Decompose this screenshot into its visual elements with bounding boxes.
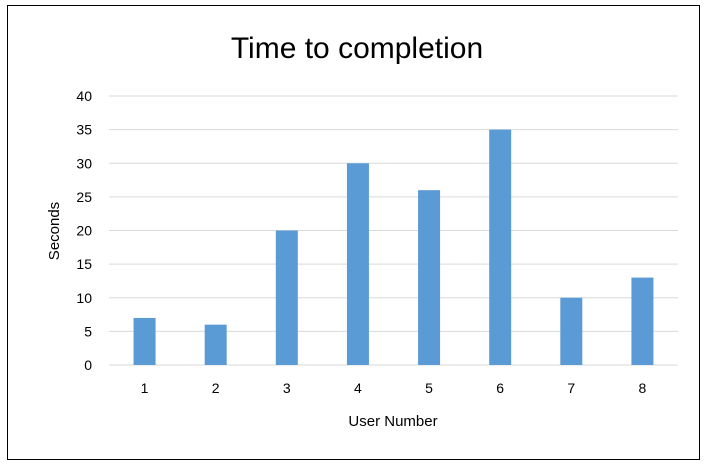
bar-user-6	[489, 129, 512, 365]
bar-user-4	[346, 163, 369, 365]
y-tick-label: 35	[76, 122, 92, 138]
bars	[133, 129, 654, 365]
bar-user-1	[133, 317, 156, 365]
x-tick-label: 5	[425, 380, 433, 396]
chart-title: Time to completion	[231, 32, 483, 65]
y-tick-label: 25	[76, 189, 92, 205]
bar-user-2	[204, 324, 227, 365]
x-tick-label: 2	[212, 380, 220, 396]
x-tick-label: 1	[141, 380, 149, 396]
x-tick-label: 4	[354, 380, 362, 396]
y-tick-label: 5	[84, 323, 92, 339]
x-tick-labels: 1 2 3 4 5 6 7 8	[141, 380, 647, 396]
bar-user-8	[631, 277, 654, 365]
y-tick-labels: 0 5 10 15 20 25 30 35 40	[76, 88, 92, 373]
bar-user-7	[560, 297, 583, 365]
y-tick-label: 20	[76, 223, 92, 239]
x-axis-label: User Number	[348, 413, 437, 430]
x-tick-label: 7	[567, 380, 575, 396]
y-tick-label: 10	[76, 290, 92, 306]
y-tick-label: 30	[76, 155, 92, 171]
x-tick-label: 3	[283, 380, 291, 396]
x-tick-label: 8	[639, 380, 647, 396]
y-tick-label: 40	[76, 88, 92, 104]
bar-user-5	[418, 190, 441, 365]
y-tick-label: 0	[84, 357, 92, 373]
x-tick-label: 6	[496, 380, 504, 396]
gridlines	[109, 95, 678, 366]
bar-user-3	[275, 230, 298, 365]
y-tick-label: 15	[76, 256, 92, 272]
y-axis-label: Seconds	[46, 202, 63, 260]
